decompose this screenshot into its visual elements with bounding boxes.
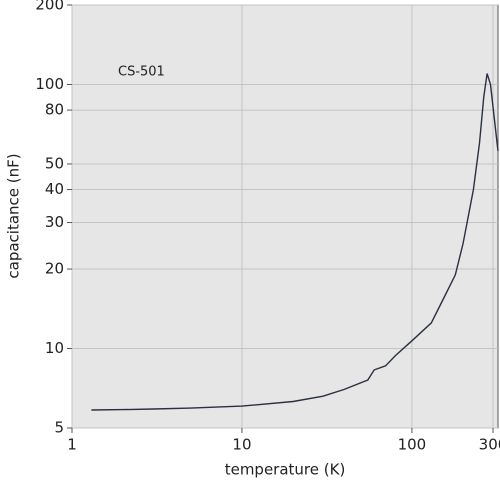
plot-area <box>71 4 499 429</box>
x-tick-label: 10 <box>232 436 251 454</box>
y-tick-label: 50 <box>45 154 64 172</box>
x-tick-label: 1 <box>67 436 77 454</box>
y-tick-label: 20 <box>45 260 64 278</box>
y-tick-label: 10 <box>45 339 64 357</box>
annotation: CS-501 <box>118 65 165 80</box>
x-tick-label: 100 <box>398 436 427 454</box>
y-tick-label: 30 <box>45 213 64 231</box>
y-tick-label: 5 <box>54 419 64 437</box>
x-axis-label: temperature (K) <box>225 461 346 479</box>
y-axis-label: capacitance (nF) <box>5 153 23 278</box>
y-tick-label: 100 <box>35 75 64 93</box>
x-tick-label: 300 <box>479 436 500 454</box>
y-tick-label: 80 <box>45 101 64 119</box>
y-tick-label: 200 <box>35 0 64 14</box>
data-line <box>91 73 499 411</box>
y-tick-label: 40 <box>45 180 64 198</box>
